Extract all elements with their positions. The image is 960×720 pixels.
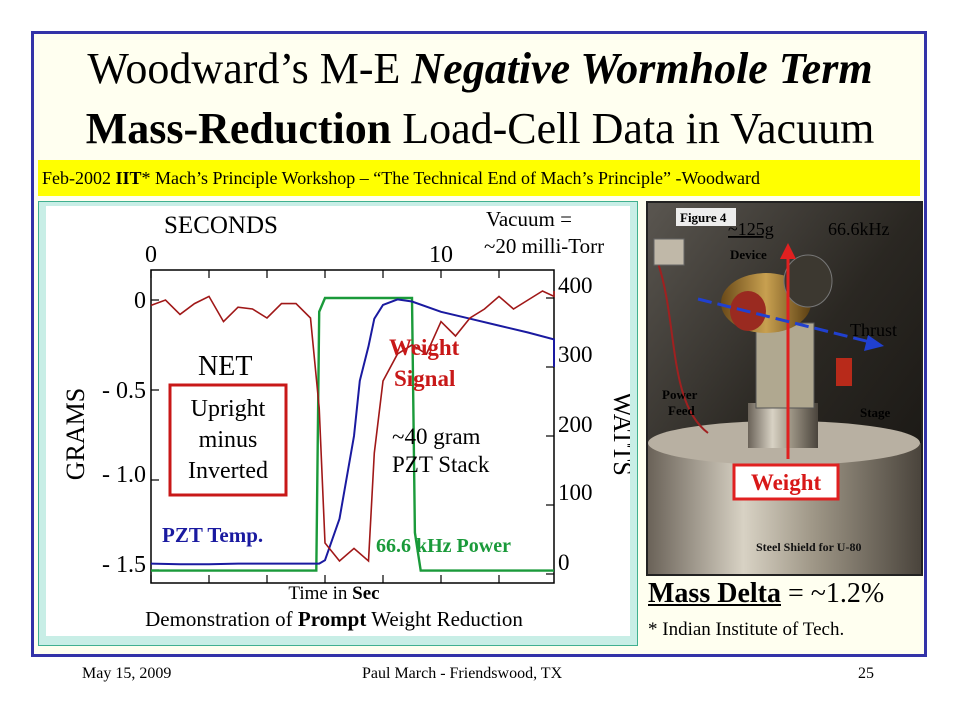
figure-label-box (676, 208, 736, 226)
upright-minus-inverted-box (168, 383, 288, 497)
slide-title-line-1: Woodward’s M-E Negative Wormhole Term (0, 44, 960, 94)
caption-text: Demonstration of (145, 607, 298, 631)
top-tick-10: 10 (429, 242, 453, 268)
footer-page-number: 25 (858, 665, 874, 682)
box-line-1: Upright (191, 396, 266, 422)
top-tick-0: 0 (145, 242, 157, 268)
small-connector (653, 238, 685, 266)
title-bold: Mass-Reduction (85, 104, 392, 153)
left-tick-10: - 1.0 (102, 462, 146, 488)
power-feed-wire (657, 262, 709, 434)
box-line-3: Inverted (188, 458, 268, 484)
title-emphasis: Negative Wormhole Term (411, 44, 873, 93)
weight-label: Weight (751, 470, 822, 495)
thrust-label: Thrust (850, 320, 897, 340)
top-axis-label: SECONDS (164, 212, 278, 239)
mass-label: ~125g (728, 219, 774, 239)
iit-footnote: * Indian Institute of Tech. (648, 619, 845, 640)
pzt-stack-line-1: ~40 gram (392, 424, 481, 449)
demonstration-caption: Demonstration of Prompt Weight Reduction (145, 607, 523, 631)
power-feed-label-1: Power (662, 387, 698, 402)
workshop-banner: Feb-2002 IIT* Mach’s Principle Workshop … (38, 160, 920, 196)
apparatus-photo: Figure 4 ~125g 66.6kHz Device Thrust Pow… (646, 201, 923, 576)
power-feed-label-2: Feed (668, 403, 695, 418)
figure-label: Figure 4 (680, 210, 727, 225)
power-label: 66.6 kHz Power (376, 535, 511, 557)
vacuum-line-2: ~20 milli-Torr (484, 234, 604, 258)
weight-arrow-head-up (780, 243, 796, 259)
caption-text-end: Weight Reduction (366, 607, 523, 631)
pzt-temp-label: PZT Temp. (162, 523, 263, 547)
right-tick-0: 0 (558, 550, 570, 575)
weight-label-box (732, 463, 840, 501)
box-line-2: minus (199, 427, 258, 453)
thrust-arrow-head (864, 335, 884, 351)
footer-author: Paul March - Friendswood, TX (362, 665, 563, 682)
frequency-label: 66.6kHz (828, 219, 890, 239)
net-label: NET (198, 351, 252, 382)
steel-shield-label: Steel Shield for U-80 (756, 540, 861, 554)
power-series-line (151, 296, 554, 572)
apparatus-illustration: Figure 4 ~125g 66.6kHz Device Thrust Pow… (648, 203, 921, 574)
pzt-temp-series-line (150, 298, 555, 566)
vacuum-line-1: Vacuum = (486, 207, 572, 231)
time-caption-text: Time in (288, 583, 352, 604)
device-label: Device (730, 247, 767, 262)
banner-text: * Mach’s Principle Workshop – “The Techn… (141, 168, 761, 188)
stage-label: Stage (860, 405, 891, 420)
time-axis-caption: Time in Sec (288, 583, 379, 604)
device-mount (755, 322, 815, 409)
mass-delta: Mass Delta = ~1.2% (648, 578, 884, 610)
weight-signal-line-2: Signal (394, 366, 455, 391)
title-text: Woodward’s M-E (87, 44, 412, 93)
pzt-stack-line-2: PZT Stack (392, 452, 490, 477)
red-connector (836, 358, 852, 386)
right-axis-label: WATTS (608, 392, 630, 476)
left-axis-label: GRAMS (61, 388, 90, 480)
device-cap (783, 254, 833, 308)
time-caption-unit: Sec (352, 583, 379, 604)
thrust-arrow-shaft (697, 297, 875, 345)
weight-signal-line-1: Weight (389, 335, 460, 360)
slide-title-line-2: Mass-Reduction Load-Cell Data in Vacuum (0, 103, 960, 155)
right-tick-100: 100 (558, 480, 593, 505)
title-text: Load-Cell Data in Vacuum (391, 104, 875, 153)
left-tick-0: 0 (134, 288, 146, 314)
mass-delta-label: Mass Delta (648, 578, 781, 609)
banner-date: Feb-2002 (42, 168, 116, 188)
weight-signal-series-line (150, 290, 555, 563)
mass-delta-value: = ~1.2% (780, 578, 885, 609)
load-cell-chart: SECONDS 0 10 Vacuum = ~20 milli-Torr 0 -… (61, 207, 630, 631)
footer-date: May 15, 2009 (82, 665, 172, 682)
left-tick-15: - 1.5 (102, 552, 146, 578)
left-tick-05: - 0.5 (102, 378, 146, 404)
stage-column (748, 403, 818, 448)
right-tick-200: 200 (558, 412, 593, 437)
axis-ticks (150, 270, 554, 583)
caption-emphasis: Prompt (298, 607, 366, 631)
right-tick-300: 300 (558, 342, 593, 367)
banner-iit: IIT (115, 168, 142, 188)
right-tick-400: 400 (558, 273, 593, 298)
